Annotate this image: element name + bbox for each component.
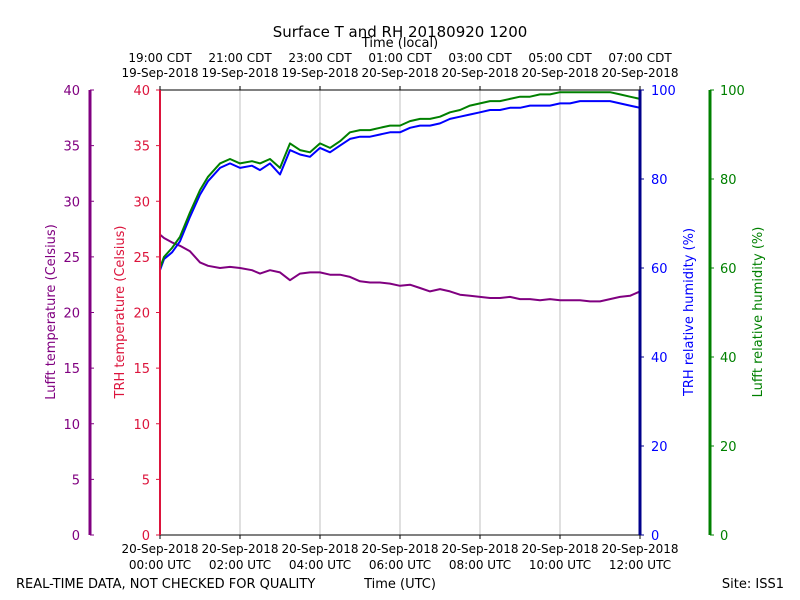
utc-tick-date: 20-Sep-2018 <box>361 542 438 556</box>
lufft-temp-tick-label: 25 <box>63 251 80 266</box>
trh-temp-tick-label: 20 <box>133 307 150 322</box>
utc-tick-date: 20-Sep-2018 <box>601 542 678 556</box>
local-tick-date: 20-Sep-2018 <box>441 66 518 80</box>
lufft-rh-tick-label: 100 <box>720 84 745 99</box>
trh-relative-humidity-line <box>159 100 641 271</box>
trh-rh-tick-label: 20 <box>651 440 668 455</box>
axes: 0 0 5 5 10 10 15 15 20 20 25 25 30 30 35 35 40 40 0 0 20 20 40… <box>63 51 744 572</box>
lufft-temperature-axis-label: Lufft temperature (Celsius) <box>44 224 59 400</box>
grid-lines <box>239 90 561 535</box>
utc-tick-time: 08:00 UTC <box>449 558 511 572</box>
trh-temperature-axis-label: TRH temperature (Celsius) <box>113 226 128 400</box>
utc-tick-time: 12:00 UTC <box>609 558 671 572</box>
quality-note: REAL-TIME DATA, NOT CHECKED FOR QUALITY <box>16 577 315 592</box>
trh-temp-tick-label: 25 <box>133 251 150 266</box>
top-axis-title: Time (local) <box>361 36 438 51</box>
site-label: Site: ISS1 <box>722 577 784 592</box>
local-tick-date: 19-Sep-2018 <box>201 66 278 80</box>
local-tick-date: 19-Sep-2018 <box>121 66 198 80</box>
chart-title: Surface T and RH 20180920 1200 <box>273 23 528 41</box>
local-tick-date: 19-Sep-2018 <box>281 66 358 80</box>
local-tick-time: 03:00 CDT <box>448 51 512 65</box>
utc-tick-time: 10:00 UTC <box>529 558 591 572</box>
utc-tick-date: 20-Sep-2018 <box>201 542 278 556</box>
lufft-rh-tick-label: 40 <box>720 351 737 366</box>
lufft-temperature-line <box>159 233 641 303</box>
lufft-temp-tick-label: 30 <box>63 195 80 210</box>
local-tick-time: 01:00 CDT <box>368 51 432 65</box>
lufft-temp-tick-label: 0 <box>72 529 80 544</box>
trh-temp-tick-label: 35 <box>133 140 150 155</box>
utc-tick-date: 20-Sep-2018 <box>281 542 358 556</box>
trh-temp-tick-label: 40 <box>133 84 150 99</box>
trh-temp-tick-label: 15 <box>133 362 150 377</box>
lufft-relative-humidity-line <box>159 91 641 269</box>
lufft-temp-tick-label: 5 <box>72 473 80 488</box>
trh-rh-tick-label: 60 <box>651 262 668 277</box>
trh-temp-tick-label: 30 <box>133 195 150 210</box>
local-tick-time: 21:00 CDT <box>208 51 272 65</box>
local-tick-time: 23:00 CDT <box>288 51 352 65</box>
lufft-rh-tick-label: 60 <box>720 262 737 277</box>
local-tick-time: 05:00 CDT <box>528 51 592 65</box>
trh-rh-tick-label: 40 <box>651 351 668 366</box>
lufft-humidity-axis-label: Lufft relative humidity (%) <box>751 227 766 398</box>
utc-tick-time: 02:00 UTC <box>209 558 271 572</box>
utc-tick-date: 20-Sep-2018 <box>121 542 198 556</box>
utc-tick-time: 06:00 UTC <box>369 558 431 572</box>
trh-rh-tick-label: 80 <box>651 173 668 188</box>
utc-tick-time: 00:00 UTC <box>129 558 191 572</box>
trh-temp-tick-label: 10 <box>133 418 150 433</box>
lufft-rh-tick-label: 20 <box>720 440 737 455</box>
data-series <box>159 91 641 303</box>
lufft-temp-tick-label: 35 <box>63 140 80 155</box>
trh-rh-tick-label: 100 <box>651 84 676 99</box>
utc-tick-time: 04:00 UTC <box>289 558 351 572</box>
lufft-temp-tick-label: 20 <box>63 307 80 322</box>
utc-tick-date: 20-Sep-2018 <box>521 542 598 556</box>
local-tick-time: 07:00 CDT <box>608 51 672 65</box>
utc-tick-date: 20-Sep-2018 <box>441 542 518 556</box>
local-tick-time: 19:00 CDT <box>128 51 192 65</box>
trh-rh-tick-label: 0 <box>651 529 659 544</box>
local-tick-date: 20-Sep-2018 <box>361 66 438 80</box>
trh-humidity-axis-label: TRH relative humidity (%) <box>682 228 697 397</box>
lufft-temp-tick-label: 40 <box>63 84 80 99</box>
local-tick-date: 20-Sep-2018 <box>521 66 598 80</box>
lufft-rh-tick-label: 0 <box>720 529 728 544</box>
x-axis-title: Time (UTC) <box>363 577 436 592</box>
lufft-temp-tick-label: 15 <box>63 362 80 377</box>
lufft-temp-tick-label: 10 <box>63 418 80 433</box>
trh-temp-tick-label: 5 <box>142 473 150 488</box>
local-tick-date: 20-Sep-2018 <box>601 66 678 80</box>
lufft-rh-tick-label: 80 <box>720 173 737 188</box>
trh-temp-tick-label: 0 <box>142 529 150 544</box>
